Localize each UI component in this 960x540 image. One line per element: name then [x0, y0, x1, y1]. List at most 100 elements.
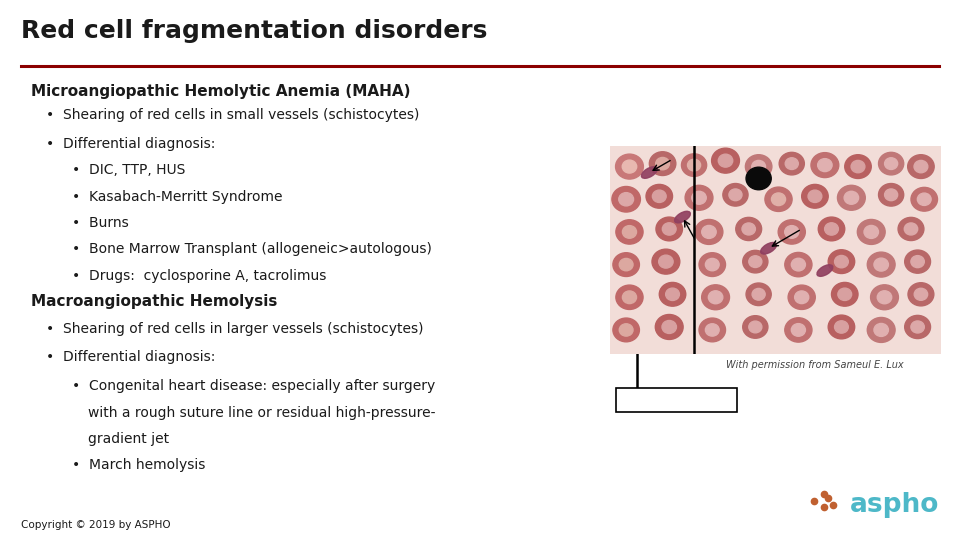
Text: Schistocyte: Schistocyte: [638, 394, 715, 407]
Circle shape: [660, 282, 685, 306]
Circle shape: [884, 189, 898, 201]
Circle shape: [652, 249, 680, 274]
Circle shape: [874, 258, 888, 271]
Circle shape: [864, 225, 878, 239]
Circle shape: [743, 251, 768, 273]
Circle shape: [818, 159, 832, 172]
Circle shape: [871, 285, 899, 310]
Text: gradient jet: gradient jet: [88, 432, 170, 446]
Text: •  Burns: • Burns: [72, 216, 129, 230]
Text: with a rough suture line or residual high-pressure-: with a rough suture line or residual hig…: [88, 406, 436, 420]
Circle shape: [622, 226, 636, 238]
Circle shape: [746, 283, 771, 306]
Circle shape: [662, 320, 677, 334]
Text: •  Shearing of red cells in small vessels (schistocytes): • Shearing of red cells in small vessels…: [46, 108, 420, 122]
Circle shape: [772, 193, 785, 206]
Text: •  March hemolysis: • March hemolysis: [72, 458, 205, 472]
Circle shape: [752, 160, 765, 173]
Circle shape: [811, 153, 839, 178]
Circle shape: [911, 255, 924, 268]
Circle shape: [825, 223, 838, 235]
Circle shape: [735, 218, 761, 240]
Circle shape: [907, 155, 934, 178]
Circle shape: [656, 158, 669, 170]
Circle shape: [867, 318, 895, 342]
Circle shape: [702, 225, 716, 239]
Circle shape: [662, 223, 676, 235]
Circle shape: [685, 185, 713, 210]
Circle shape: [752, 288, 765, 300]
Circle shape: [857, 219, 885, 245]
Circle shape: [612, 253, 639, 276]
Circle shape: [616, 220, 643, 244]
Circle shape: [619, 193, 634, 206]
Text: •  Congenital heart disease: especially after surgery: • Congenital heart disease: especially a…: [72, 379, 435, 393]
Circle shape: [749, 256, 762, 267]
Circle shape: [878, 184, 903, 206]
Circle shape: [749, 321, 762, 333]
Text: Macroangiopathic Hemolysis: Macroangiopathic Hemolysis: [31, 294, 277, 309]
Circle shape: [834, 321, 849, 333]
Circle shape: [791, 258, 805, 271]
Circle shape: [802, 185, 828, 208]
Circle shape: [619, 324, 633, 336]
Circle shape: [656, 314, 684, 340]
Circle shape: [914, 160, 927, 173]
Circle shape: [878, 152, 903, 175]
Text: •  Shearing of red cells in larger vessels (schistocytes): • Shearing of red cells in larger vessel…: [46, 322, 423, 336]
Circle shape: [682, 154, 707, 177]
Circle shape: [699, 253, 726, 276]
Circle shape: [646, 185, 673, 208]
Text: •  Drugs:  cyclosporine A, tacrolimus: • Drugs: cyclosporine A, tacrolimus: [72, 269, 326, 283]
Circle shape: [746, 167, 771, 190]
Circle shape: [844, 191, 858, 204]
Circle shape: [791, 323, 805, 336]
Circle shape: [699, 318, 726, 342]
Ellipse shape: [675, 211, 690, 223]
Circle shape: [795, 291, 808, 303]
Circle shape: [904, 223, 918, 235]
Circle shape: [659, 255, 673, 268]
Text: Red cell fragmentation disorders: Red cell fragmentation disorders: [21, 19, 488, 43]
Circle shape: [788, 285, 815, 309]
Text: With permission from Sameul E. Lux: With permission from Sameul E. Lux: [726, 360, 903, 370]
Circle shape: [706, 324, 719, 336]
Text: Microangiopathic Hemolytic Anemia (MAHA): Microangiopathic Hemolytic Anemia (MAHA): [31, 84, 410, 99]
Circle shape: [874, 323, 888, 336]
Circle shape: [765, 187, 792, 212]
Text: •  DIC, TTP, HUS: • DIC, TTP, HUS: [72, 163, 185, 177]
Circle shape: [729, 189, 742, 201]
Circle shape: [884, 158, 898, 170]
Circle shape: [653, 190, 666, 202]
Circle shape: [622, 160, 636, 173]
Circle shape: [867, 252, 895, 277]
Circle shape: [619, 259, 633, 271]
Circle shape: [711, 148, 739, 173]
Text: •  Bone Marrow Transplant (allogeneic>autologous): • Bone Marrow Transplant (allogeneic>aut…: [72, 242, 432, 256]
Text: •  Kasabach-Merritt Syndrome: • Kasabach-Merritt Syndrome: [72, 190, 282, 204]
Circle shape: [914, 288, 927, 300]
Circle shape: [818, 217, 845, 241]
Circle shape: [828, 315, 854, 339]
Circle shape: [838, 288, 852, 300]
Circle shape: [649, 152, 676, 176]
FancyBboxPatch shape: [616, 388, 737, 412]
Circle shape: [785, 252, 812, 277]
Circle shape: [616, 285, 643, 309]
Circle shape: [785, 318, 812, 342]
Circle shape: [904, 250, 930, 273]
Circle shape: [612, 186, 640, 212]
Circle shape: [692, 191, 707, 204]
Circle shape: [834, 255, 849, 268]
Ellipse shape: [641, 167, 658, 178]
Circle shape: [908, 283, 934, 306]
Circle shape: [911, 187, 938, 211]
Circle shape: [780, 152, 804, 175]
Circle shape: [845, 155, 872, 178]
Circle shape: [898, 218, 924, 240]
Circle shape: [665, 288, 680, 300]
Circle shape: [687, 159, 701, 171]
Circle shape: [745, 155, 772, 178]
Circle shape: [743, 316, 768, 338]
Circle shape: [718, 154, 732, 167]
